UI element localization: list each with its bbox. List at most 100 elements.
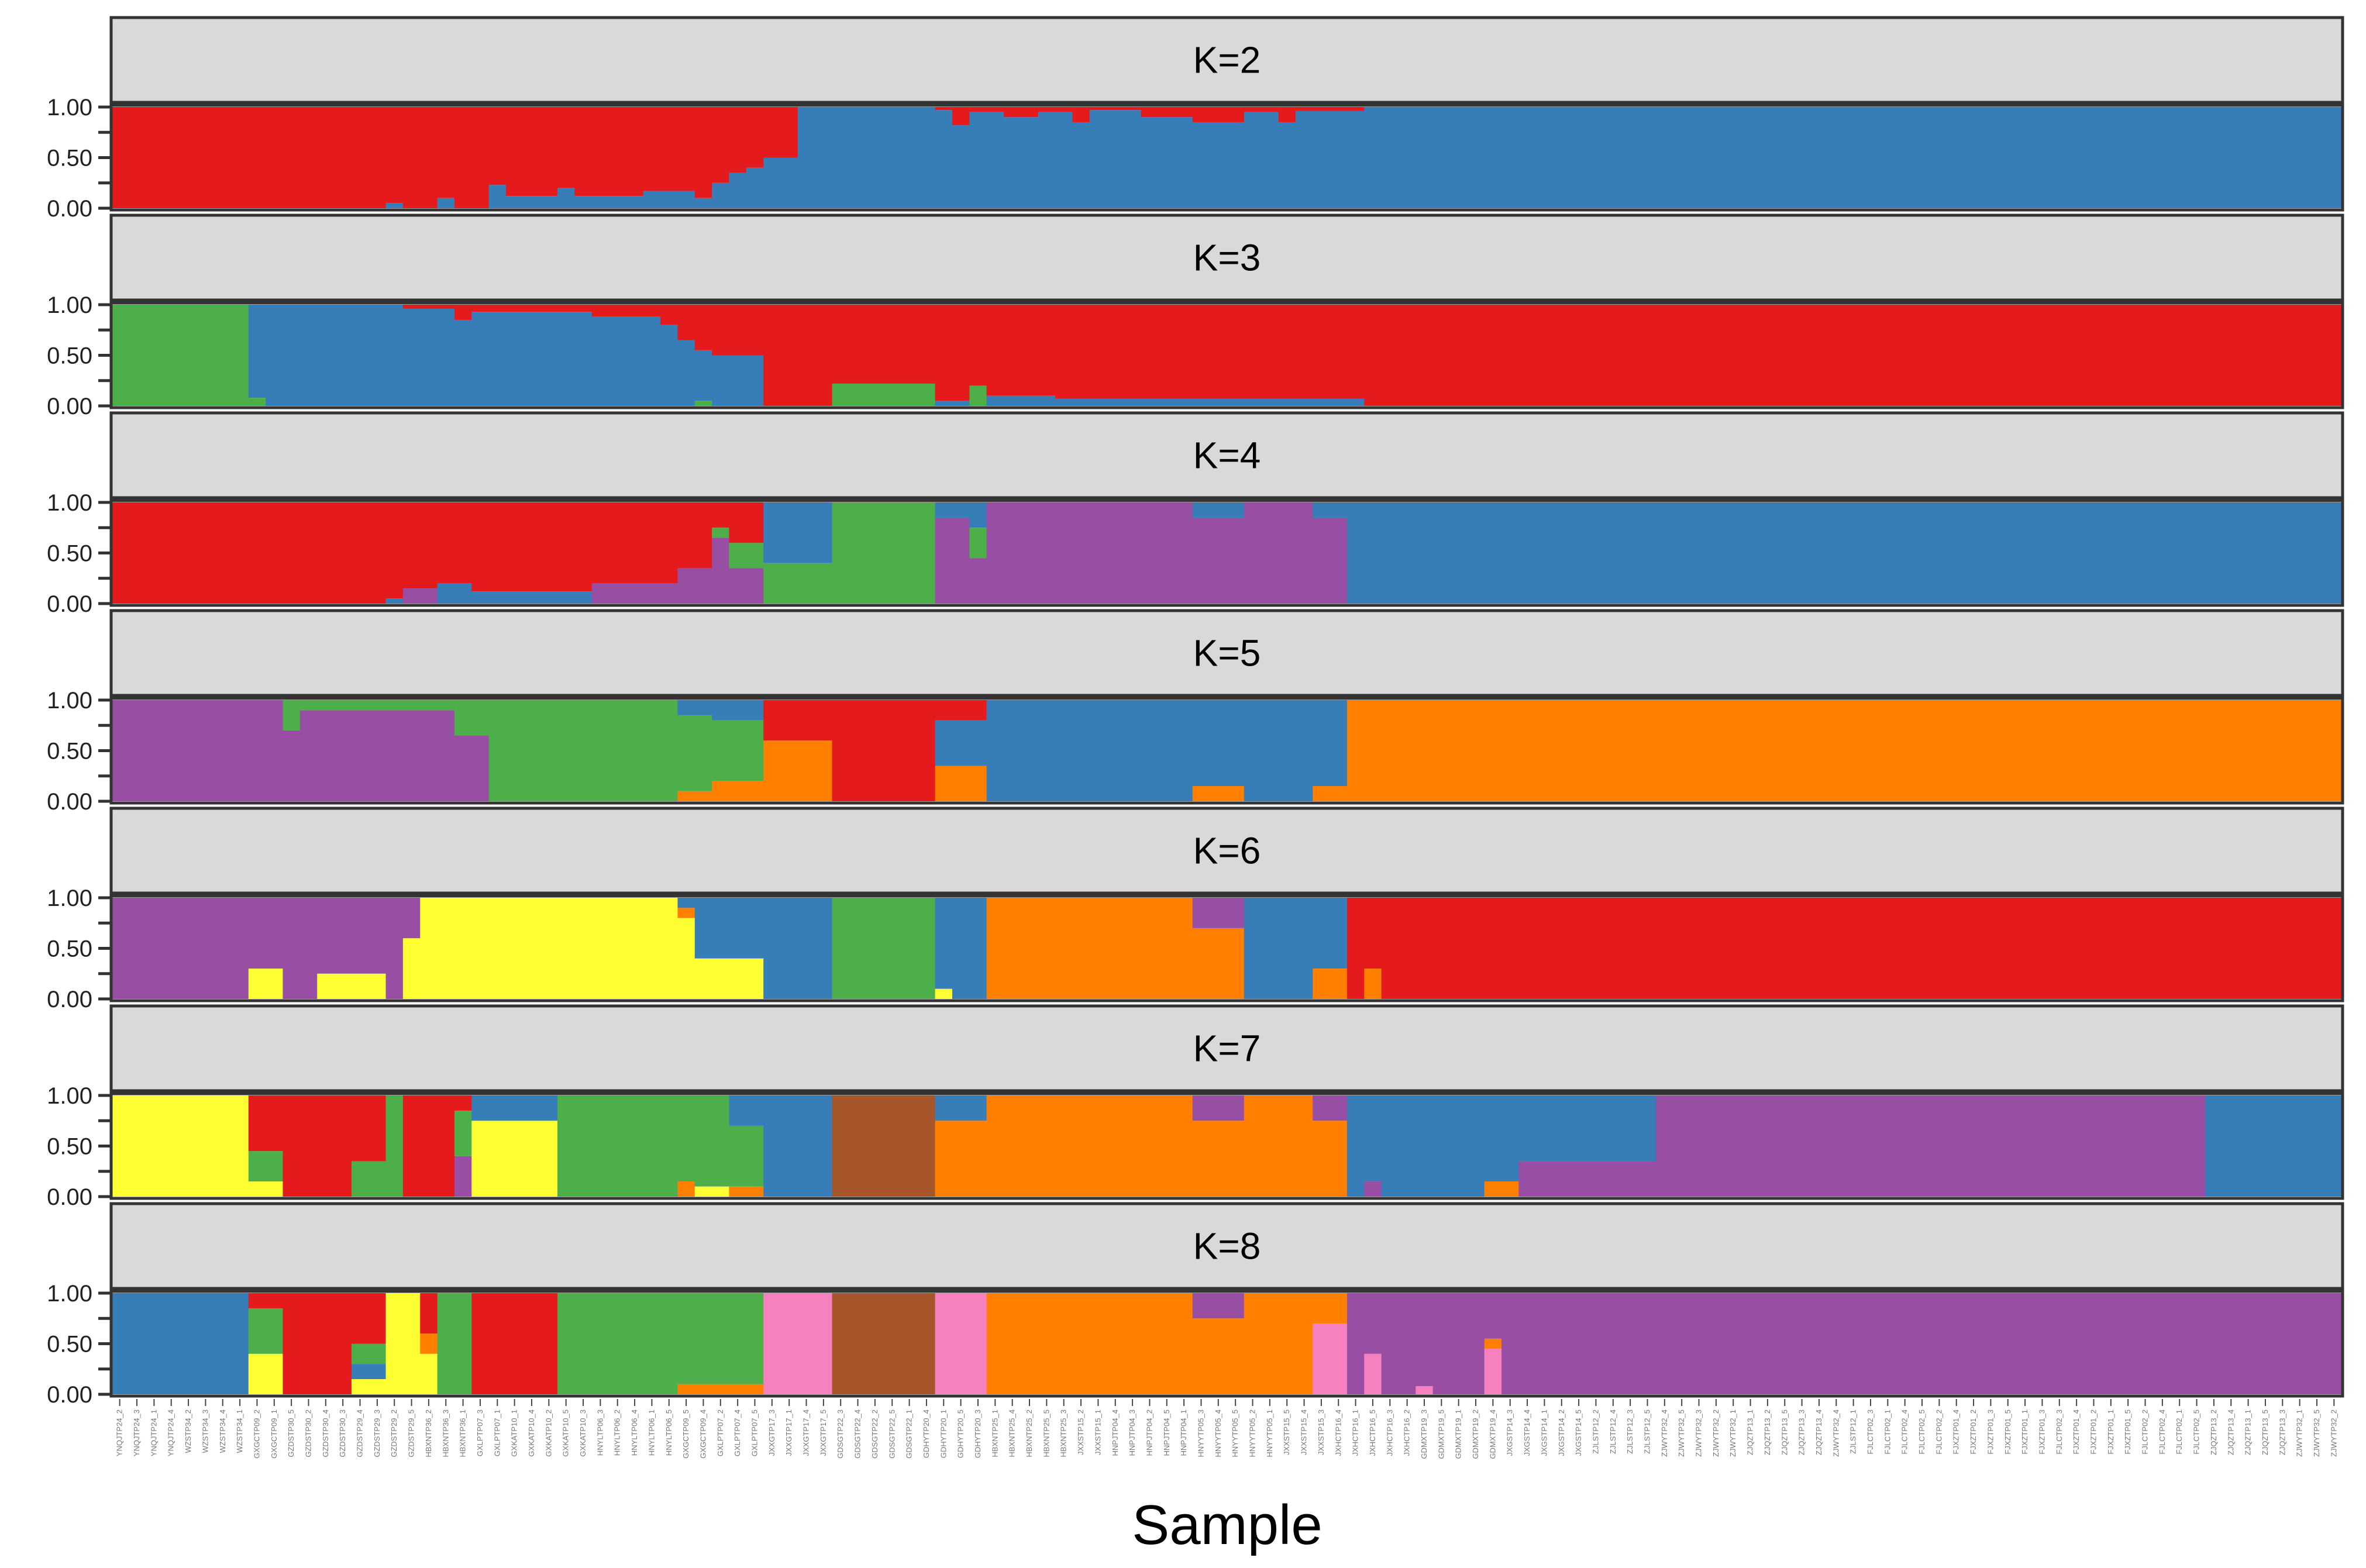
ancestry-bar: [591, 316, 661, 406]
ancestry-bar: [505, 196, 558, 208]
ancestry-bar: [471, 502, 593, 592]
sample-label: GDHYTP20_5: [956, 1410, 965, 1458]
ancestry-bar: [694, 305, 712, 350]
ancestry-bar: [935, 700, 987, 721]
ancestry-bar: [694, 1095, 730, 1187]
ancestry-bar: [1278, 122, 1296, 208]
panel-label: K=5: [1193, 632, 1261, 674]
ancestry-bar: [969, 502, 987, 528]
y-tick-label: 1.00: [47, 885, 92, 911]
panel-strip: [109, 609, 2344, 697]
ancestry-bar: [1518, 1161, 1656, 1197]
sample-label: ZJWYTP32_1: [1728, 1410, 1737, 1457]
sample-label: GDHYTP20_4: [922, 1410, 931, 1458]
sample-label: WZSTP34_3: [201, 1410, 209, 1453]
ancestry-bar: [1244, 898, 1313, 999]
ancestry-bar: [402, 898, 421, 939]
ancestry-bar: [1192, 1318, 1245, 1394]
ancestry-bar: [1192, 122, 1245, 208]
panel-K8: K=8 1.00 0.50 0.00: [47, 1202, 2344, 1408]
sample-label: FJLCTP02_1: [1883, 1410, 1892, 1455]
sample-label: HNYYTP05_4: [1214, 1410, 1222, 1457]
sample-label: JXHCTP16_3: [1385, 1410, 1394, 1456]
sample-label: JXGSTP14_2: [1557, 1410, 1566, 1456]
sample-label: WZSTP34_1: [235, 1410, 244, 1453]
ancestry-bar: [677, 568, 712, 604]
ancestry-bar: [505, 107, 558, 197]
sample-label: FJLCTP02_4: [2158, 1410, 2167, 1455]
ancestry-bar: [1484, 1095, 1519, 1182]
ancestry-bar: [111, 1095, 249, 1197]
ancestry-bar: [283, 898, 318, 999]
sample-label: ZJLSTP12_5: [1642, 1410, 1651, 1454]
ancestry-bar: [1656, 1095, 2206, 1197]
ancestry-bar: [437, 502, 472, 584]
sample-label: HBXNTP36_3: [441, 1410, 450, 1457]
sample-label: ZJWYTP32_4: [1831, 1410, 1840, 1457]
ancestry-bar: [283, 700, 301, 730]
ancestry-bar: [1364, 107, 2343, 208]
sample-label: ZJWYTP32_5: [1677, 1410, 1686, 1457]
ancestry-bar: [591, 305, 661, 317]
sample-label: GDMXTP19_5: [1437, 1410, 1445, 1459]
sample-label: FJLCTP02_4: [1900, 1410, 1909, 1455]
sample-label: GDHYTP20_1: [939, 1410, 948, 1458]
ancestry-bar: [1484, 1349, 1502, 1394]
ancestry-bar: [952, 898, 987, 999]
ancestry-bar: [351, 1343, 387, 1364]
sample-label: HNYYTP05_1: [1265, 1410, 1274, 1457]
ancestry-bar: [1346, 1095, 1365, 1197]
ancestry-bar: [385, 1293, 421, 1394]
ancestry-bar: [986, 898, 1193, 999]
ancestry-bar: [1295, 107, 1365, 111]
sample-label: YNQJTP24_4: [167, 1410, 175, 1456]
sample-label: JXXGTP17_3: [767, 1410, 776, 1456]
ancestry-bar: [763, 740, 833, 801]
ancestry-bar: [969, 558, 987, 604]
sample-label: GXLPTP07_3: [476, 1410, 484, 1456]
sample-label: HBXNTP36_2: [424, 1410, 433, 1457]
sample-label: ZJLSTP12_3: [1625, 1410, 1634, 1454]
ancestry-bar: [591, 502, 679, 584]
panel-strip: [109, 1202, 2344, 1290]
sample-label: ZJWYTP32_2: [2329, 1410, 2338, 1457]
y-tick-label: 0.00: [47, 789, 92, 815]
y-tick-label: 1.00: [47, 490, 92, 516]
y-tick-label: 1.00: [47, 95, 92, 120]
ancestry-bar: [643, 191, 695, 208]
panel-K3: K=3 1.00 0.50 0.00: [47, 213, 2344, 419]
sample-label: HNYYTP05_3: [1196, 1410, 1205, 1457]
ancestry-bar: [986, 1095, 1193, 1197]
ancestry-bar: [488, 700, 679, 801]
ancestry-bar: [420, 898, 679, 999]
ancestry-bar: [557, 1293, 679, 1394]
sample-label: ZJLSTP12_2: [1591, 1410, 1600, 1454]
ancestry-bar: [832, 502, 936, 604]
ancestry-bar: [1141, 107, 1193, 118]
sample-label: HNPJTP04_1: [1179, 1410, 1188, 1456]
ancestry-bar: [402, 308, 455, 406]
ancestry-bar: [677, 1293, 764, 1384]
ancestry-bar: [935, 898, 953, 989]
ancestry-bar: [1244, 1293, 1313, 1394]
ancestry-bar: [969, 528, 987, 559]
y-tick-label: 0.50: [47, 1332, 92, 1357]
ancestry-bar: [1381, 1095, 1485, 1197]
sample-label: ZJLSTP12_4: [1609, 1410, 1617, 1454]
sample-label: FJLCTP02_3: [1866, 1410, 1875, 1455]
ancestry-bar: [1038, 107, 1073, 112]
ancestry-bar: [935, 988, 953, 999]
ancestry-bar: [1484, 1181, 1519, 1197]
panel-strip: [109, 1004, 2344, 1093]
sample-label: GXLPTP07_2: [716, 1410, 725, 1456]
ancestry-bar: [712, 305, 764, 356]
sample-label: HNYLTP06_4: [630, 1410, 639, 1456]
y-tick-label: 0.00: [47, 591, 92, 617]
sample-label: JXXSTP15_4: [1300, 1410, 1308, 1455]
ancestry-bar: [1313, 1293, 1348, 1324]
ancestry-bar: [557, 107, 575, 188]
panel-strip: [109, 411, 2344, 499]
ancestry-bar: [1484, 1293, 1502, 1339]
ancestry-bar: [471, 305, 593, 312]
panel-K2: K=2 1.00 0.50 0.00: [47, 16, 2344, 222]
